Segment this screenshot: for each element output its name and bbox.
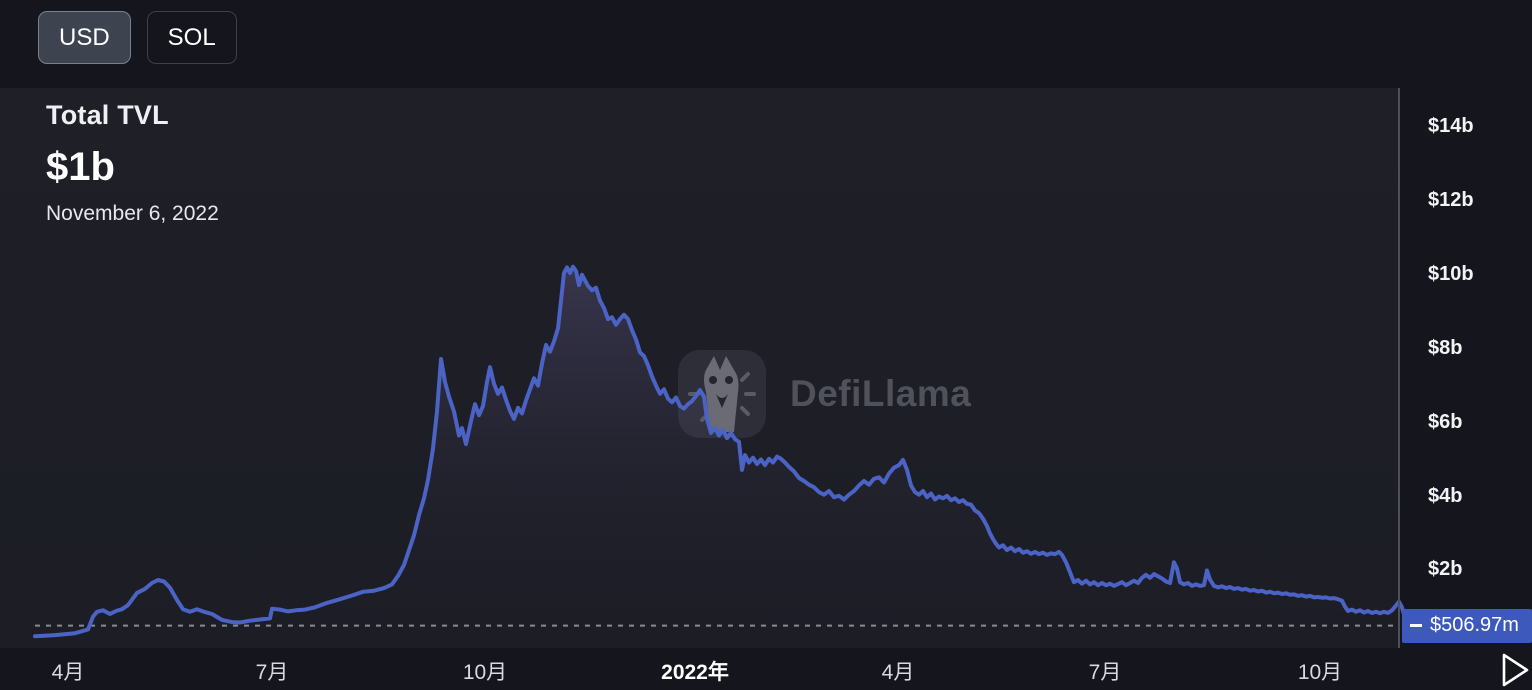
currency-toggle: USD SOL [38,11,237,64]
play-icon [1502,653,1529,687]
tvl-value: $1b [46,145,115,189]
current-value-badge: $506.97m [1402,608,1532,643]
tvl-date: November 6, 2022 [46,202,219,225]
play-button[interactable] [1500,651,1530,689]
badge-label: $506.97m [1430,614,1519,637]
tvl-line [33,264,1410,639]
tvl-area-fill [35,266,1408,648]
badge-tick [1410,624,1422,628]
usd-toggle-button[interactable]: USD [38,11,131,64]
chart-title: Total TVL [46,100,169,130]
sol-toggle-button[interactable]: SOL [146,11,237,64]
y-axis-line [1398,88,1400,648]
chart-header: Total TVL $1b November 6, 2022 [46,100,219,226]
